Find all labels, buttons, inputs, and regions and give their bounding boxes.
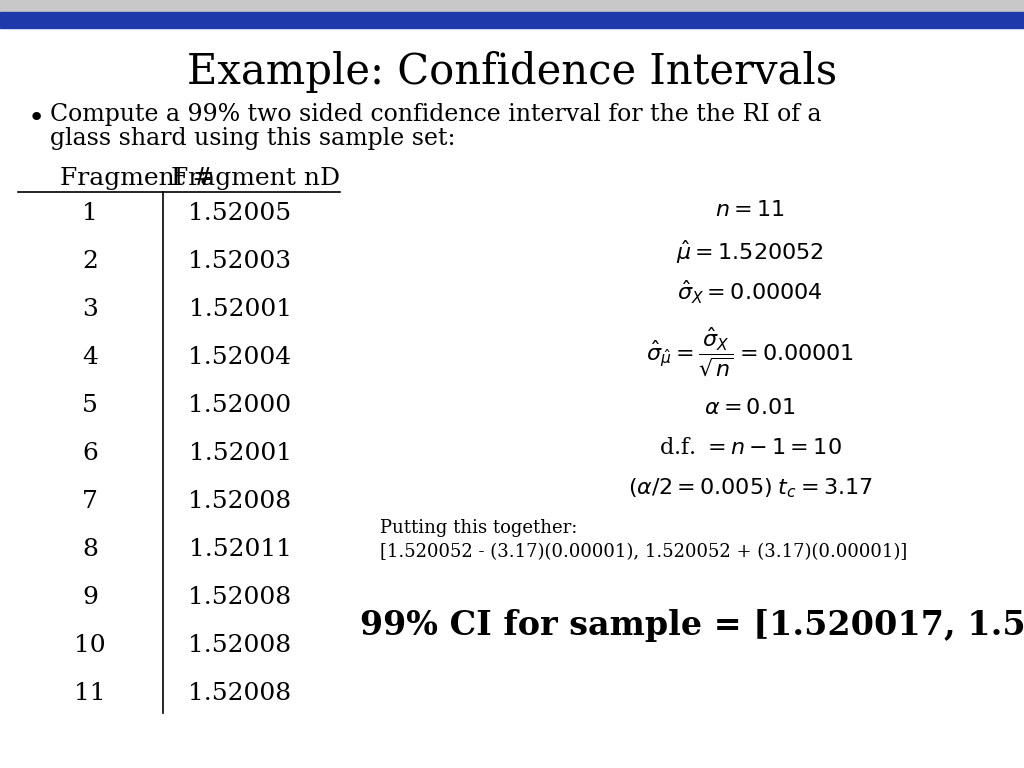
Text: 1.52005: 1.52005 (188, 201, 292, 224)
Bar (0, 12, 1024, 28)
Text: 3: 3 (82, 297, 98, 320)
Text: 1.52004: 1.52004 (188, 346, 292, 369)
Text: $\hat{\sigma}_X = 0.00004$: $\hat{\sigma}_X = 0.00004$ (677, 278, 823, 306)
Text: 1.52003: 1.52003 (188, 250, 292, 273)
Text: Putting this together:: Putting this together: (380, 519, 578, 537)
Text: 1.52008: 1.52008 (188, 489, 292, 512)
Text: Fragment nD: Fragment nD (171, 167, 340, 190)
Text: 6: 6 (82, 442, 98, 465)
Text: 7: 7 (82, 489, 98, 512)
Text: 10: 10 (74, 634, 105, 657)
Text: [1.520052 - (3.17)(0.00001), 1.520052 + (3.17)(0.00001)]: [1.520052 - (3.17)(0.00001), 1.520052 + … (380, 543, 907, 561)
Text: 99% CI for sample = [1.520017, 1.520087]: 99% CI for sample = [1.520017, 1.520087] (360, 608, 1024, 641)
Text: 1.52008: 1.52008 (188, 585, 292, 608)
Text: 1.52000: 1.52000 (188, 393, 292, 416)
Text: 11: 11 (75, 681, 105, 704)
Text: Compute a 99% two sided confidence interval for the the RI of a: Compute a 99% two sided confidence inter… (50, 104, 821, 127)
Text: 9: 9 (82, 585, 98, 608)
Text: 2: 2 (82, 250, 98, 273)
Text: 1.52008: 1.52008 (188, 634, 292, 657)
Text: $\alpha = 0.01$: $\alpha = 0.01$ (705, 397, 796, 419)
Text: 1.52008: 1.52008 (188, 681, 292, 704)
Text: $\hat{\sigma}_{\hat{\mu}} = \dfrac{\hat{\sigma}_X}{\sqrt{n}} = 0.00001$: $\hat{\sigma}_{\hat{\mu}} = \dfrac{\hat{… (646, 326, 854, 379)
Text: 1: 1 (82, 201, 98, 224)
Text: 4: 4 (82, 346, 98, 369)
Text: $n = 11$: $n = 11$ (715, 199, 784, 221)
Text: 8: 8 (82, 538, 98, 561)
Text: •: • (28, 104, 45, 132)
Text: Fragment #: Fragment # (60, 167, 214, 190)
Text: glass shard using this sample set:: glass shard using this sample set: (50, 127, 456, 150)
Text: $(\alpha/2 = 0.005)\; t_c = 3.17$: $(\alpha/2 = 0.005)\; t_c = 3.17$ (628, 476, 872, 500)
Text: 1.52011: 1.52011 (188, 538, 292, 561)
Text: Example: Confidence Intervals: Example: Confidence Intervals (187, 51, 837, 93)
Text: 1.52001: 1.52001 (188, 297, 292, 320)
Bar (0, 0, 1024, 12)
Text: d.f. $= n - 1 = 10$: d.f. $= n - 1 = 10$ (658, 437, 842, 459)
Text: 1.52001: 1.52001 (188, 442, 292, 465)
Text: 5: 5 (82, 393, 98, 416)
Text: $\hat{\mu} = 1.520052$: $\hat{\mu} = 1.520052$ (676, 238, 824, 266)
